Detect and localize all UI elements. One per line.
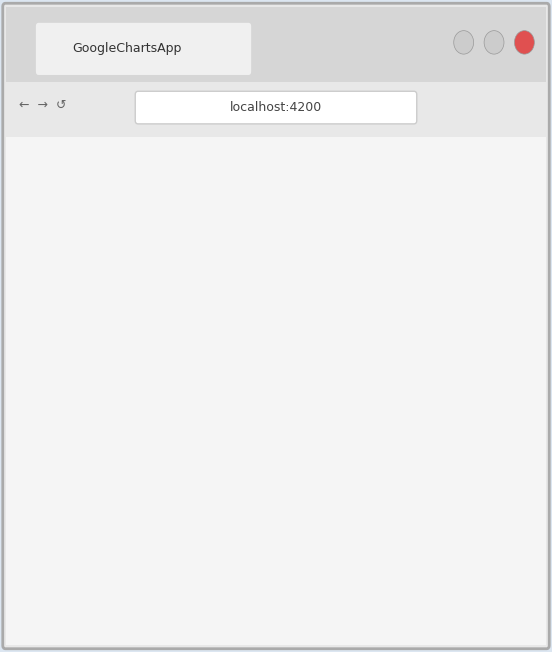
Bar xyxy=(396,376,432,600)
Bar xyxy=(194,301,229,600)
Bar xyxy=(327,475,362,600)
Text: localhost:4200: localhost:4200 xyxy=(230,101,322,114)
Bar xyxy=(211,500,246,600)
Text: GoogleChartsApp: GoogleChartsApp xyxy=(72,42,181,55)
Bar xyxy=(426,475,460,600)
Text: Students height, in cm: Students height, in cm xyxy=(29,148,259,166)
Bar xyxy=(263,500,298,600)
Bar xyxy=(153,376,188,600)
Bar xyxy=(84,575,118,600)
Bar xyxy=(222,575,257,600)
Bar xyxy=(472,575,507,600)
Text: ←  →  ↺: ← → ↺ xyxy=(19,99,67,112)
